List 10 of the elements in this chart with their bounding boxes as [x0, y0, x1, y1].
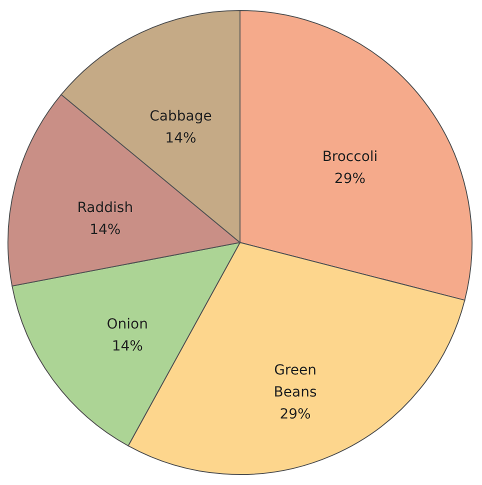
data-label: 29%: [334, 171, 366, 188]
data-label: 29%: [280, 406, 311, 422]
slice-label: Green Beans: [274, 362, 317, 400]
slice-label: Cabbage: [150, 108, 212, 125]
slice-label: Onion: [106, 316, 148, 332]
slice-label: Raddish: [77, 200, 134, 216]
slice-label: Broccoli: [322, 149, 378, 166]
data-label: 14%: [90, 222, 121, 238]
data-label: 14%: [165, 130, 196, 147]
data-label: 14%: [112, 338, 143, 354]
